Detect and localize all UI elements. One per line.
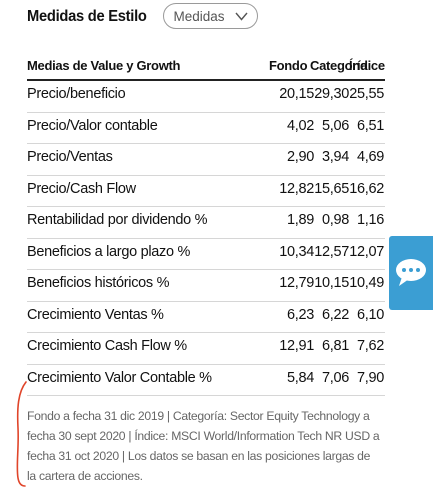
table-footnote: Fondo a fecha 31 dic 2019 | Categoría: S…	[27, 409, 380, 483]
row-fondo-value: 4,02	[286, 117, 314, 134]
row-label: Rentabilidad por dividendo %	[27, 212, 208, 228]
table-row: Precio/Ventas 2,90 3,94 4,69	[27, 144, 385, 176]
table-row: Precio/Valor contable 4,02 5,06 6,51	[27, 113, 385, 144]
row-indice-value: 7,62	[356, 338, 384, 354]
row-fondo-value: 1,89	[286, 212, 314, 228]
table-row: Beneficios a largo plazo % 10,34 12,57 12,0…	[27, 239, 385, 270]
row-categoria-value: 0,98	[321, 212, 349, 228]
header-label: Medias de Value y Growth	[27, 58, 181, 73]
row-indice-value: 25,55	[349, 86, 384, 102]
row-categoria-value: 6,22	[321, 306, 349, 323]
row-indice-value: 16,62	[349, 180, 384, 197]
row-indice-value: 1,16	[356, 212, 384, 228]
style-measures-table: Precio/beneficio 20,15 29,30 25,55 Precio/Va…	[27, 81, 385, 396]
row-indice-value: 6,10	[356, 306, 384, 323]
row-indice-value: 4,69	[356, 149, 384, 165]
row-fondo-value: 12,91	[279, 338, 314, 354]
table-row: Crecimiento Ventas % 6,23 6,22 6,10	[27, 302, 385, 333]
row-categoria-value: 5,06	[321, 117, 349, 134]
row-fondo-value: 5,84	[286, 369, 314, 386]
header-categoria: Categoría	[310, 58, 368, 73]
row-label: Crecimiento Valor Contable %	[27, 369, 212, 386]
table-row: Precio/beneficio 20,15 29,30 25,55	[27, 81, 385, 113]
row-categoria-value: 10,15	[314, 275, 349, 291]
row-label: Beneficios históricos %	[27, 275, 170, 291]
table-row: Precio/Cash Flow 12,82 15,65 16,62	[27, 176, 385, 207]
row-fondo-value: 12,79	[279, 275, 314, 291]
row-label: Precio/Valor contable	[27, 117, 158, 134]
measures-dropdown[interactable]: Medidas	[163, 3, 258, 29]
row-label: Crecimiento Cash Flow %	[27, 338, 187, 354]
row-fondo-value: 10,34	[279, 243, 314, 260]
row-label: Precio/Ventas	[27, 149, 113, 165]
header-fondo: Fondo	[269, 58, 308, 73]
row-indice-value: 10,49	[349, 275, 384, 291]
row-fondo-value: 12,82	[279, 180, 314, 197]
red-annotation-mark	[16, 381, 27, 487]
row-fondo-value: 6,23	[286, 306, 314, 323]
row-categoria-value: 12,57	[314, 243, 349, 260]
table-header: Medias de Value y Growth Fondo Categoría…	[27, 58, 385, 76]
row-categoria-value: 29,30	[314, 86, 349, 102]
row-indice-value: 7,90	[356, 369, 384, 386]
row-categoria-value: 6,81	[321, 338, 349, 354]
table-row: Beneficios históricos % 12,79 10,15 10,49	[27, 270, 385, 302]
row-fondo-value: 20,15	[279, 86, 314, 102]
row-indice-value: 6,51	[356, 117, 384, 134]
row-categoria-value: 3,94	[321, 149, 349, 165]
row-label: Precio/Cash Flow	[27, 180, 136, 197]
chat-button[interactable]	[389, 236, 433, 310]
section-title: Medidas de Estilo	[27, 8, 147, 25]
row-label: Crecimiento Ventas %	[27, 306, 164, 323]
row-categoria-value: 15,65	[314, 180, 349, 197]
table-row: Crecimiento Valor Contable % 5,84 7,06 7,90	[27, 365, 385, 396]
dropdown-label: Medidas	[173, 8, 225, 24]
section-header: Medidas de Estilo	[27, 6, 157, 28]
table-row: Rentabilidad por dividendo % 1,89 0,98 1,16	[27, 207, 385, 239]
row-indice-value: 12,07	[349, 243, 384, 260]
row-label: Precio/beneficio	[27, 86, 126, 102]
row-label: Beneficios a largo plazo %	[27, 243, 191, 260]
header-divider	[27, 79, 385, 81]
chevron-down-icon	[234, 12, 248, 21]
header-indice: Índice	[349, 58, 385, 73]
row-fondo-value: 2,90	[286, 149, 314, 165]
speech-bubble-icon	[396, 259, 426, 286]
row-categoria-value: 7,06	[321, 369, 349, 386]
table-row: Crecimiento Cash Flow % 12,91 6,81 7,62	[27, 333, 385, 365]
